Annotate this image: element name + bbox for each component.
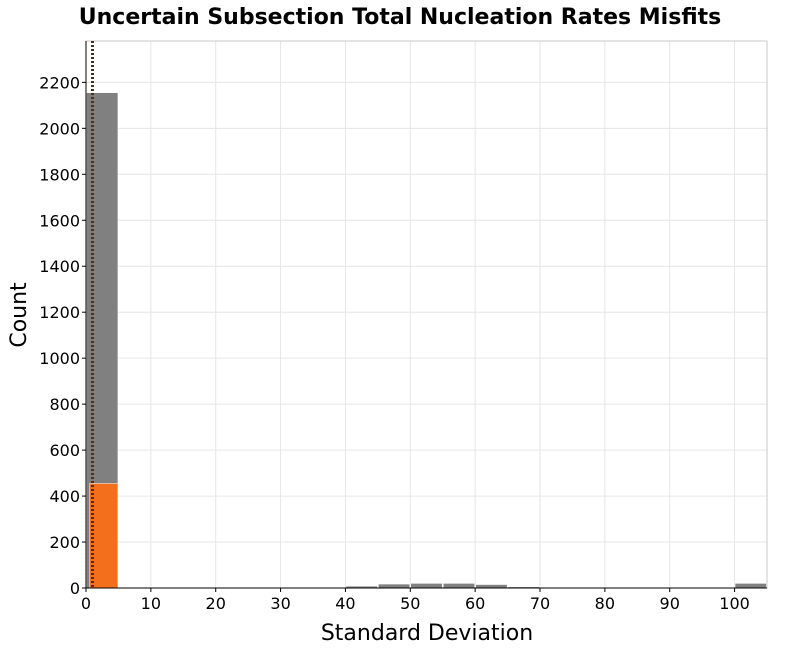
- x-tick-label: 10: [141, 594, 161, 613]
- x-tick-label: 40: [335, 594, 355, 613]
- x-tick-label: 20: [206, 594, 226, 613]
- x-ticks: 0 10 20 30 40 50 60 70 80 90 100: [81, 588, 750, 613]
- bars: [86, 92, 767, 589]
- y-ticks: 0 200 400 600 800 1000 1200 1400 1600 1800 2000 220…: [39, 73, 86, 598]
- histogram-bar: [442, 583, 475, 589]
- x-tick-label: 60: [465, 594, 485, 613]
- plot-frame: [85, 40, 768, 589]
- x-tick-label: 30: [270, 594, 290, 613]
- x-tick-label: 0: [81, 594, 91, 613]
- y-tick-label: 0: [70, 579, 80, 598]
- y-tick-label: 2200: [39, 73, 80, 92]
- y-tick-label: 2000: [39, 119, 80, 138]
- histogram-bar: [734, 583, 767, 589]
- x-tick-label: 50: [400, 594, 420, 613]
- y-tick-label: 600: [49, 441, 80, 460]
- histogram-bar-highlight: [89, 483, 119, 589]
- y-tick-label: 400: [49, 487, 80, 506]
- histogram-bar: [475, 584, 508, 589]
- x-tick-label: 80: [595, 594, 615, 613]
- y-tick-label: 1600: [39, 211, 80, 230]
- y-tick-label: 200: [49, 533, 80, 552]
- y-axis-label: Count: [7, 282, 32, 348]
- y-tick-label: 800: [49, 395, 80, 414]
- y-tick-label: 1800: [39, 165, 80, 184]
- histogram-bar: [378, 583, 411, 589]
- x-tick-label: 90: [660, 594, 680, 613]
- grid: [85, 41, 767, 589]
- x-tick-label: 70: [530, 594, 550, 613]
- y-tick-label: 1200: [39, 303, 80, 322]
- histogram-bar: [410, 583, 443, 589]
- x-tick-label: 100: [719, 594, 750, 613]
- x-axis-label: Standard Deviation: [321, 621, 533, 646]
- y-tick-label: 1400: [39, 257, 80, 276]
- y-tick-label: 1000: [39, 349, 80, 368]
- chart-title: Uncertain Subsection Total Nucleation Ra…: [79, 5, 721, 30]
- axes: [85, 41, 767, 589]
